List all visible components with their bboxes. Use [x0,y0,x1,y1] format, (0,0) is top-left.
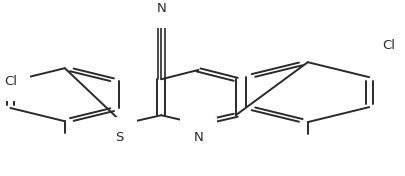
Text: S: S [115,131,124,144]
Text: N: N [194,131,203,144]
Text: Cl: Cl [4,74,17,87]
Text: Cl: Cl [383,39,396,52]
Text: N: N [156,2,166,15]
